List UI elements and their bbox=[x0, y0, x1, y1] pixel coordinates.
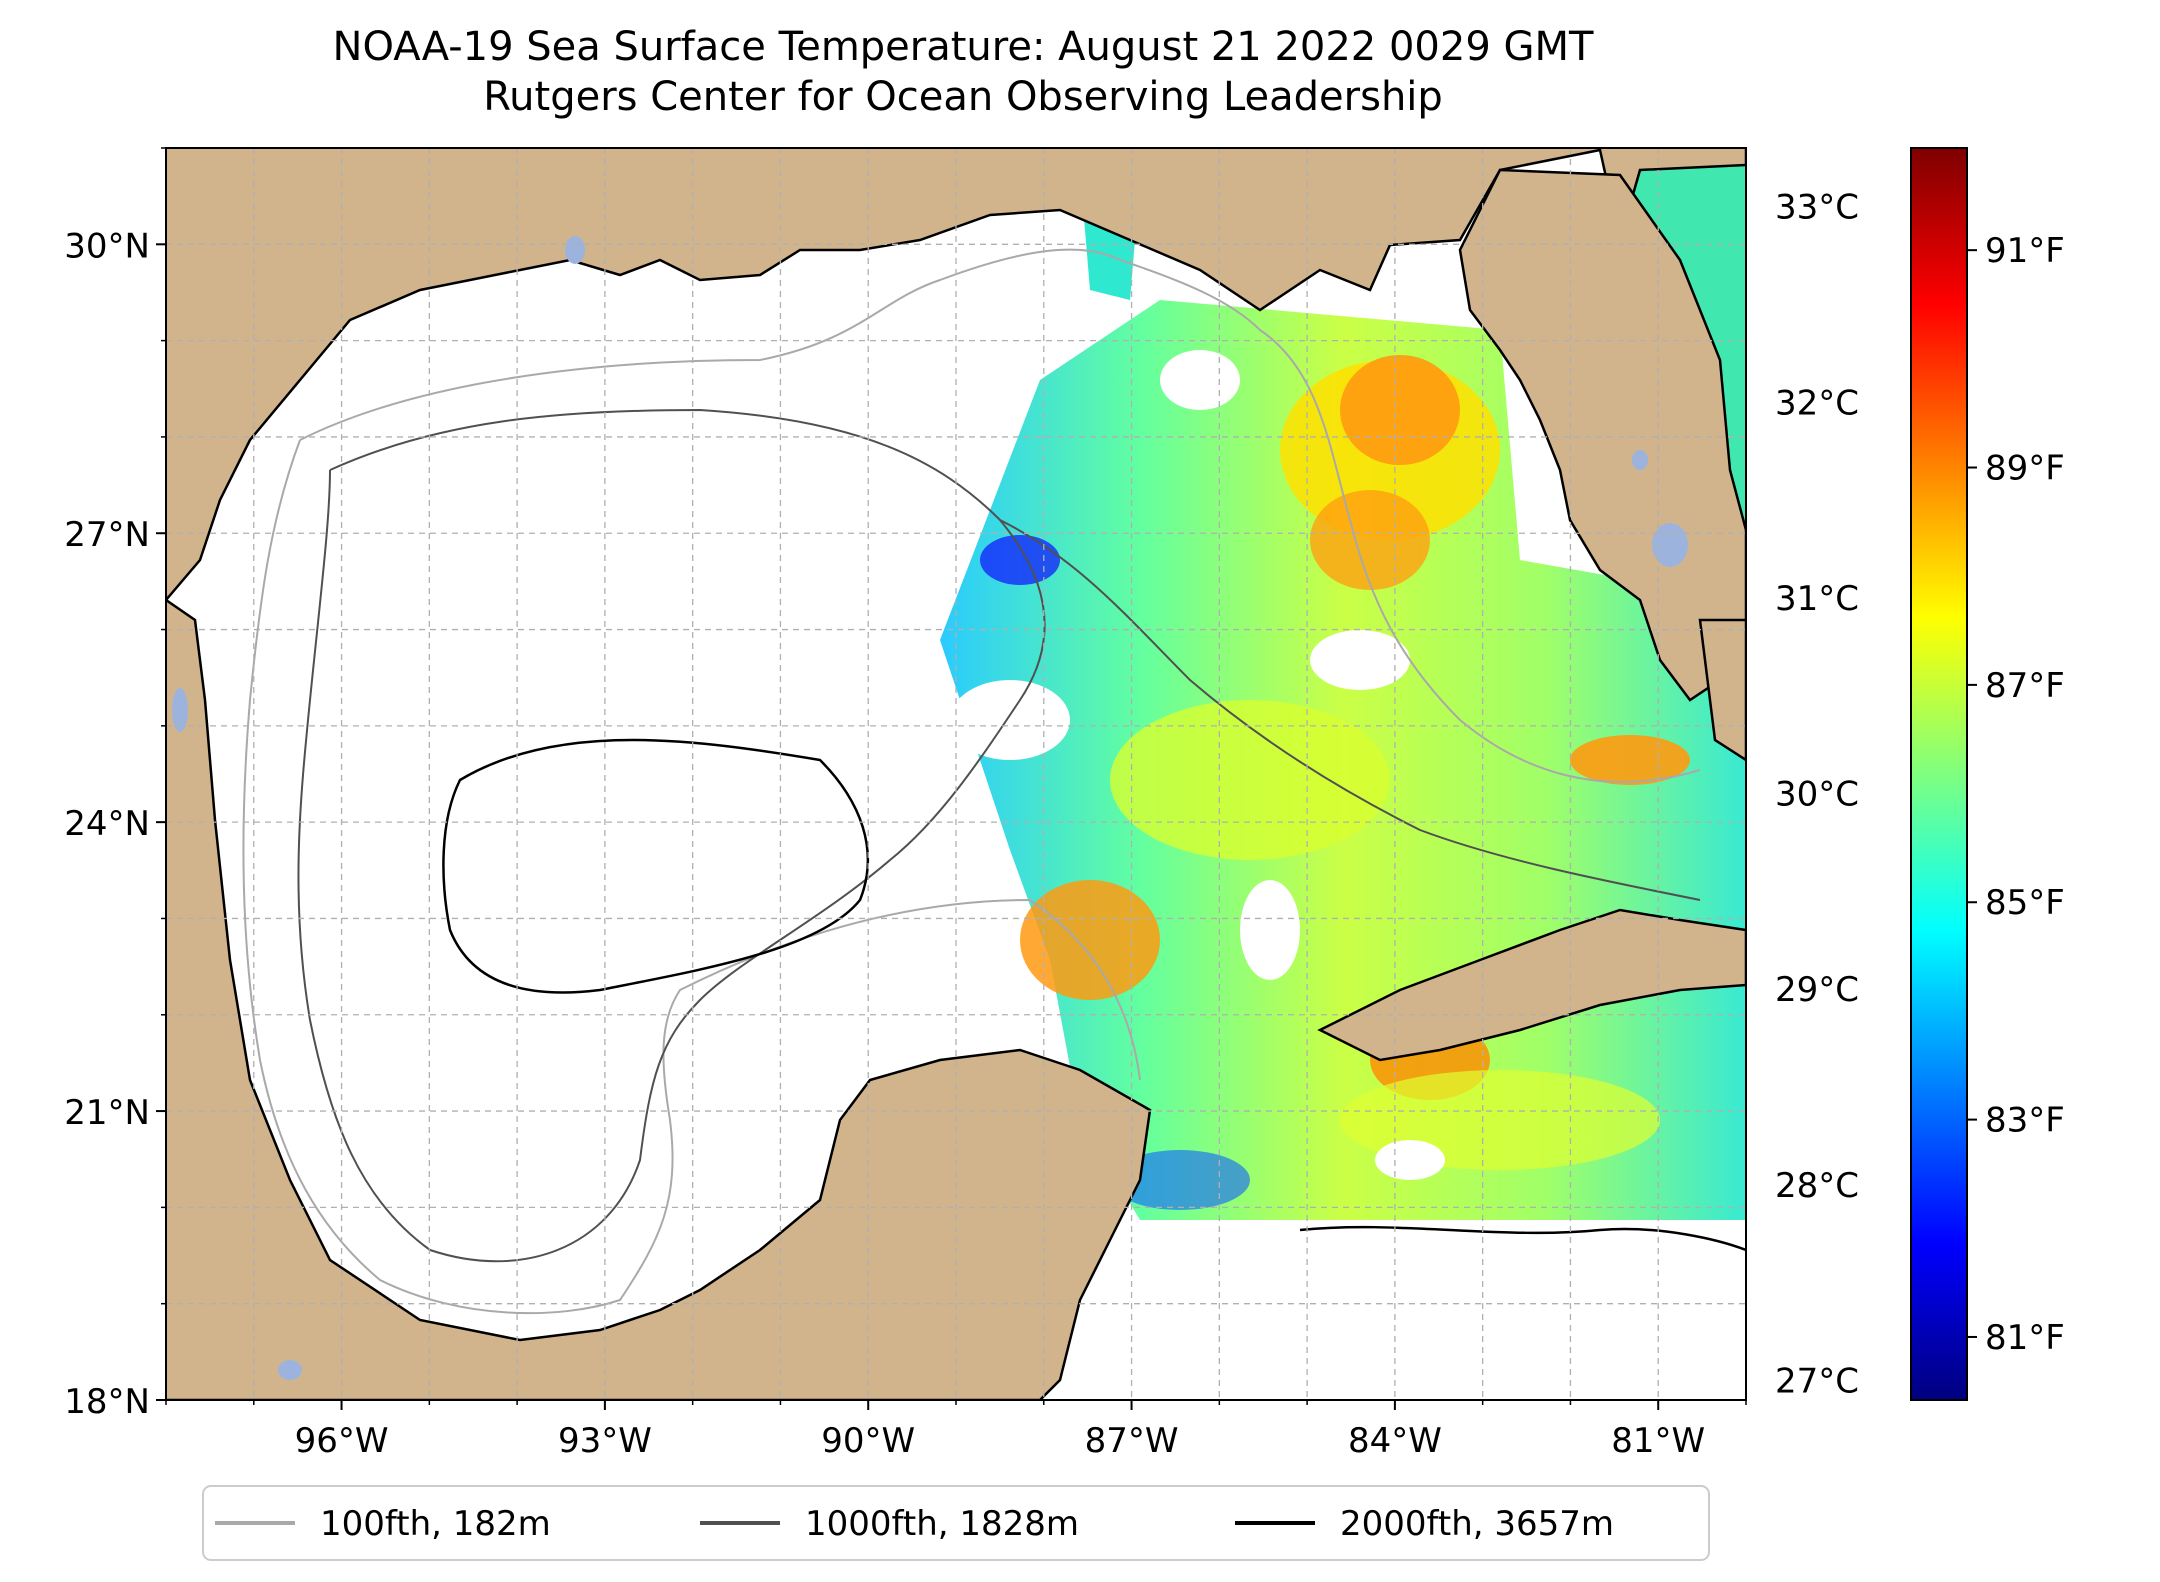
colorbar-gradient bbox=[1910, 147, 1968, 1401]
fahrenheit-tick-label: 91°F bbox=[1985, 231, 2065, 271]
land-north-us bbox=[166, 148, 1746, 602]
title-line-2: Rutgers Center for Ocean Observing Leade… bbox=[483, 74, 1443, 120]
fahrenheit-tick-label: 85°F bbox=[1985, 883, 2065, 923]
land-mexico bbox=[166, 598, 1152, 1400]
lon-tick-label: 84°W bbox=[1348, 1421, 1442, 1461]
celsius-tick-label: 29°C bbox=[1775, 970, 1859, 1010]
legend-item: 100fth, 182m bbox=[215, 1504, 551, 1544]
celsius-tick-label: 33°C bbox=[1775, 188, 1859, 228]
lon-tick-label: 87°W bbox=[1085, 1421, 1179, 1461]
lakes bbox=[172, 236, 1688, 1380]
land-florida bbox=[1458, 168, 1746, 702]
legend-label: 2000fth, 3657m bbox=[1340, 1504, 1614, 1544]
legend: 100fth, 182m 1000fth, 1828m 2000fth, 3657m bbox=[202, 1485, 1710, 1561]
fahrenheit-tick-label: 89°F bbox=[1985, 449, 2065, 489]
bathymetry-contours bbox=[242, 248, 1746, 1315]
lat-tick-label: 30°N bbox=[64, 226, 150, 266]
legend-box bbox=[202, 1485, 1710, 1561]
celsius-tick-label: 31°C bbox=[1775, 579, 1859, 619]
lat-tick-label: 21°N bbox=[64, 1093, 150, 1133]
lon-tick-label: 93°W bbox=[558, 1421, 652, 1461]
celsius-tick-label: 28°C bbox=[1775, 1166, 1859, 1206]
longitude-axis: 96°W 93°W 90°W 87°W 84°W 81°W bbox=[165, 1400, 1747, 1461]
chart-title: NOAA-19 Sea Surface Temperature: August … bbox=[0, 22, 1926, 122]
lon-tick-label: 96°W bbox=[295, 1421, 389, 1461]
celsius-tick-label: 30°C bbox=[1775, 775, 1859, 815]
lat-tick-label: 27°N bbox=[64, 515, 150, 555]
title-line-1: NOAA-19 Sea Surface Temperature: August … bbox=[332, 24, 1594, 70]
legend-label: 100fth, 182m bbox=[320, 1504, 551, 1544]
land-cuba bbox=[1317, 908, 1746, 1062]
contour-100fth bbox=[242, 248, 1701, 1315]
contour-2000fth bbox=[442, 738, 1746, 1252]
fahrenheit-tick-label: 87°F bbox=[1985, 666, 2065, 706]
lat-tick-label: 18°N bbox=[64, 1382, 150, 1422]
celsius-scale: 33°C 32°C 31°C 30°C 29°C 28°C 27°C bbox=[1775, 188, 1859, 1402]
fahrenheit-scale: 91°F 89°F 87°F 85°F 83°F 81°F bbox=[1967, 231, 2065, 1358]
lon-tick-label: 90°W bbox=[821, 1421, 915, 1461]
celsius-tick-label: 27°C bbox=[1775, 1361, 1859, 1401]
land-bahamas bbox=[1698, 618, 1746, 762]
land bbox=[166, 148, 1746, 1400]
latitude-axis: 30°N 27°N 24°N 21°N 18°N bbox=[64, 147, 166, 1422]
fahrenheit-tick-label: 83°F bbox=[1985, 1101, 2065, 1141]
lat-tick-label: 24°N bbox=[64, 804, 150, 844]
fahrenheit-tick-label: 81°F bbox=[1985, 1318, 2065, 1358]
contour-1000fth bbox=[297, 408, 1701, 1263]
legend-item: 1000fth, 1828m bbox=[700, 1504, 1079, 1544]
legend-label: 1000fth, 1828m bbox=[805, 1504, 1079, 1544]
colorbar: 33°C 32°C 31°C 30°C 29°C 28°C 27°C 91°F 89°F 87°… bbox=[1775, 147, 2065, 1402]
legend-item: 2000fth, 3657m bbox=[1235, 1504, 1614, 1544]
lon-tick-label: 81°W bbox=[1611, 1421, 1705, 1461]
celsius-tick-label: 32°C bbox=[1775, 383, 1859, 423]
